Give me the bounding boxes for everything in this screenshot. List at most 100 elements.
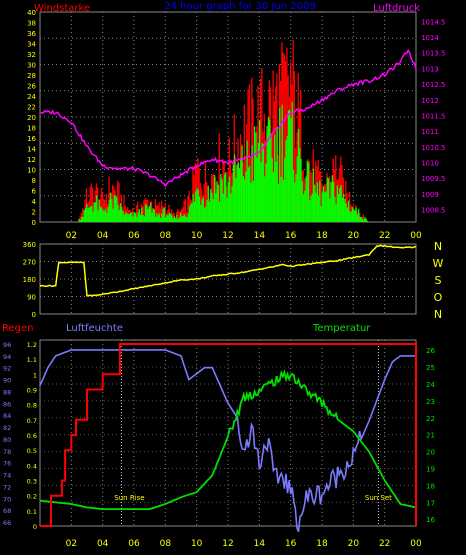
- direction-tick-label: 180: [23, 276, 36, 284]
- humidity-tick-label: 94: [3, 353, 11, 361]
- humidity-tick-label: 84: [3, 412, 11, 420]
- rain-tick-label: 0.6: [27, 432, 37, 440]
- x-tick-label: 12: [222, 539, 233, 549]
- wind-tick-label: 28: [27, 72, 36, 80]
- temperature-tick-label: 18: [426, 482, 435, 490]
- wind-tick-label: 32: [27, 51, 36, 59]
- x-tick-label: 22: [379, 539, 390, 549]
- wind-tick-label: 2: [32, 209, 36, 217]
- humidity-tick-label: 68: [3, 507, 11, 515]
- temperature-axis-label: Temperatur: [312, 323, 371, 334]
- rain-tick-label: 0.7: [27, 417, 37, 425]
- wind-tick-label: 8: [32, 177, 36, 185]
- x-tick-label: 20: [348, 231, 360, 241]
- pressure-tick-label: 1012: [421, 97, 439, 105]
- temperature-tick-label: 22: [426, 415, 435, 423]
- temperature-line: [39, 369, 417, 510]
- wind-tick-label: 4: [32, 198, 37, 206]
- x-tick-label: 16: [285, 539, 297, 549]
- humidity-tick-label: 70: [3, 495, 11, 503]
- compass-label: O: [434, 291, 443, 304]
- humidity-line: [39, 349, 416, 532]
- pressure-tick-label: 1009: [421, 191, 439, 199]
- x-tick-label: 14: [254, 231, 266, 241]
- wind-tick-label: 26: [27, 83, 36, 91]
- x-tick-label: 18: [316, 539, 328, 549]
- pressure-tick-label: 1011: [421, 128, 439, 136]
- pressure-tick-label: 1012.5: [421, 81, 446, 89]
- compass-label: W: [433, 257, 444, 270]
- chart-title: 24 hour graph for 30 Jun 2009: [164, 1, 316, 12]
- wind-tick-label: 24: [27, 93, 36, 101]
- compass-label: N: [434, 240, 442, 253]
- wind-tick-label: 6: [32, 188, 37, 196]
- wind-direction-line: [39, 244, 417, 297]
- temperature-tick-label: 24: [426, 381, 435, 389]
- humidity-tick-label: 80: [3, 436, 11, 444]
- pressure-line: [39, 49, 417, 188]
- pressure-tick-label: 1009.5: [421, 175, 446, 183]
- rain-tick-label: 0.1: [27, 508, 37, 516]
- x-tick-label: 22: [379, 231, 390, 241]
- humidity-tick-label: 74: [3, 472, 11, 480]
- pressure-tick-label: 1010: [421, 159, 439, 167]
- x-tick-label: 12: [222, 231, 233, 241]
- x-tick-label: 14: [254, 539, 266, 549]
- humidity-tick-label: 90: [3, 377, 11, 385]
- x-tick-label: 04: [97, 231, 109, 241]
- humidity-temperature-panel: Sun Rise Sun Set 0 0.1 0.2 0.3 0.4 0.5 0.6 0.7 0.8…: [3, 339, 435, 549]
- temperature-tick-label: 21: [426, 432, 435, 440]
- rain-tick-label: 1.1: [27, 356, 37, 364]
- sun-rise-label: Sun Rise: [114, 494, 144, 502]
- humidity-tick-label: 92: [3, 365, 11, 373]
- x-tick-label: 10: [191, 539, 203, 549]
- rain-tick-label: 0.3: [27, 478, 37, 486]
- temperature-tick-label: 23: [426, 398, 435, 406]
- x-tick-label: 00: [410, 539, 422, 549]
- wind-pressure-panel: 0246810121416182022242628303234363840100…: [27, 9, 445, 241]
- rain-tick-label: 0.8: [27, 402, 37, 410]
- x-tick-label: 20: [348, 539, 360, 549]
- x-tick-label: 18: [316, 231, 328, 241]
- x-tick-label: 06: [128, 231, 140, 241]
- compass-label: N: [434, 308, 442, 321]
- wind-tick-label: 16: [27, 135, 36, 143]
- humidity-tick-label: 76: [3, 460, 11, 468]
- wind-tick-label: 14: [27, 146, 36, 154]
- wind-tick-label: 12: [27, 156, 36, 164]
- humidity-axis-label: Luftfeuchte: [66, 323, 123, 334]
- wind-axis-label: Windstarke: [34, 3, 90, 14]
- wind-tick-label: 30: [27, 62, 36, 70]
- wind-tick-label: 0: [32, 219, 36, 227]
- wind-tick-label: 18: [27, 125, 36, 133]
- temperature-tick-label: 25: [426, 364, 435, 372]
- temperature-tick-label: 19: [426, 466, 435, 474]
- humidity-tick-label: 78: [3, 448, 11, 456]
- pressure-axis-label: Luftdruck: [373, 3, 420, 14]
- x-tick-label: 04: [97, 539, 109, 549]
- temperature-tick-label: 16: [426, 516, 435, 524]
- humidity-tick-label: 82: [3, 424, 11, 432]
- rain-line: [40, 343, 417, 527]
- rain-tick-label: 0.9: [27, 387, 37, 395]
- x-tick-label: 00: [410, 231, 422, 241]
- wind-tick-label: 34: [27, 41, 36, 49]
- pressure-tick-label: 1010.5: [421, 144, 446, 152]
- x-tick-label: 02: [66, 539, 77, 549]
- rain-tick-label: 1.2: [27, 341, 37, 349]
- x-tick-label: 08: [160, 231, 172, 241]
- direction-tick-label: 270: [23, 259, 36, 267]
- direction-tick-label: 90: [27, 294, 36, 302]
- rain-tick-label: 1: [33, 371, 37, 379]
- wind-tick-label: 10: [27, 167, 36, 175]
- rain-tick-label: 0.4: [27, 462, 37, 470]
- sun-set-label: Sun Set: [365, 494, 392, 502]
- pressure-tick-label: 1008.5: [421, 206, 446, 214]
- pressure-tick-label: 1013.5: [421, 50, 446, 58]
- x-tick-label: 02: [66, 231, 77, 241]
- wind-tick-label: 20: [27, 114, 36, 122]
- wind-tick-label: 22: [27, 104, 36, 112]
- direction-tick-label: 360: [23, 241, 36, 249]
- pressure-tick-label: 1014: [421, 34, 439, 42]
